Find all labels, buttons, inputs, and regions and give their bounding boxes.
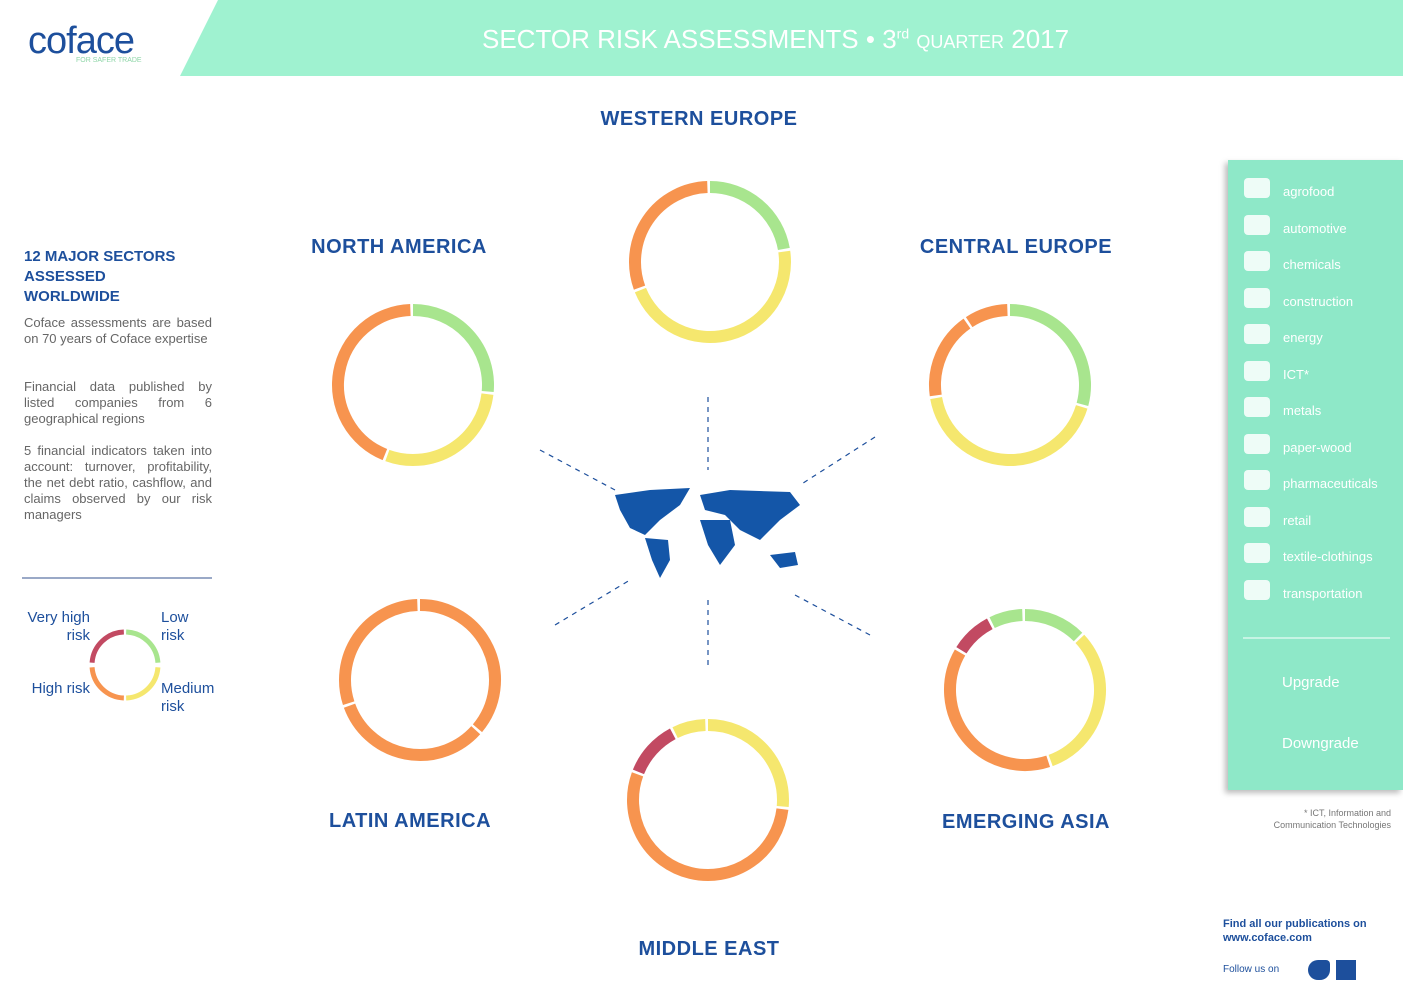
sector-label: chemicals [1283,257,1341,272]
intro-paragraph: Financial data published by listed compa… [24,379,212,426]
publications-text: Find all our publications on [1223,918,1367,930]
twitter-icon[interactable] [1308,960,1330,980]
ring-segment [965,304,1008,328]
sector-label: transportation [1283,585,1363,601]
ring-segment [929,318,971,397]
sector-label: textile-clothings [1283,549,1373,564]
sector-icon [1244,397,1270,417]
sector-icon [1244,251,1270,271]
ring-segment [989,609,1023,629]
logo: coface [28,20,135,62]
ring-segment [125,629,161,663]
sector-icon [1244,360,1270,381]
downgrade-label: Downgrade [1282,735,1359,752]
footnote: * ICT, Information and Communication Tec… [1273,808,1391,830]
title-number: 3 [882,24,897,54]
publications: Find all our publications on www.coface.… [1223,917,1373,945]
sector-label: automotive [1283,220,1347,236]
connectors [539,397,876,670]
intro-paragraph: 5 financial indicators taken into accoun… [24,443,212,522]
tagline: FOR SAFER TRADE [76,57,142,64]
title-year: 2017 [1011,24,1070,54]
sector-icon [1244,324,1270,344]
linkedin-icon[interactable] [1336,960,1356,980]
legend-label: High risk [31,680,90,697]
ring-segment [709,181,790,251]
ring-segment [707,719,789,808]
sector-label: pharmaceuticals [1283,476,1378,491]
sector-icon [1244,287,1270,308]
sector-icon [1244,506,1270,527]
region-name: EMERGING ASIA [942,811,1110,833]
region-name: CENTRAL EUROPE [919,236,1113,258]
sector-icon [1244,470,1270,490]
sector-label: retail [1283,512,1312,528]
ring-segment [1024,609,1083,642]
upgrade-label: Upgrade [1282,674,1340,691]
ring-segment [634,250,791,343]
ring-segment [930,396,1088,466]
ring-segment [627,772,789,881]
sector-label: ICT* [1283,366,1309,382]
title-quarter: QUARTER [916,32,1005,52]
sector-icon [1244,579,1270,600]
sector-label: agrofood [1283,184,1335,199]
ring-segment [412,304,494,393]
title-main: SECTOR RISK ASSESSMENTS • [482,24,875,54]
sector-icon [1244,178,1270,198]
ring-segment [944,649,1051,771]
sector-label: paper-wood [1283,439,1352,455]
legend-label: Medium risk [161,680,215,715]
sector-icon [1244,433,1270,454]
legend-label: Very high risk [27,609,90,644]
sector-icon [1244,214,1270,235]
region-name: WESTERN EUROPE [600,108,798,130]
ring-segment [1009,304,1091,406]
region-name: MIDDLE EAST [638,938,780,960]
legend-label: Low risk [161,609,189,644]
website-link[interactable]: www.coface.com [1223,932,1312,944]
header-band [180,0,1403,76]
sector-icon [1244,543,1270,563]
ring-segment [339,599,418,706]
ring-segment [89,667,125,701]
ring-segment [672,719,706,739]
follow-text: Follow us on [1223,964,1280,975]
title: SECTOR RISK ASSESSMENTS • 3rd QUARTER 20… [482,24,1069,55]
ring-segment [1048,634,1106,767]
ring-segment [632,728,676,775]
intro-heading: 12 MAJOR SECTORS ASSESSED WORLDWIDE [24,248,176,305]
region-name: NORTH AMERICA [311,236,487,258]
intro-paragraph: Coface assessments are based on 70 years… [24,315,212,346]
sector-label: metals [1283,403,1322,418]
ring-segment [89,629,125,663]
ring-segment [332,304,411,461]
sector-label: construction [1283,293,1354,309]
ring-segment [419,599,501,733]
ring-segment [629,181,708,290]
ring-segment [125,667,161,701]
ring-segment [385,393,494,466]
title-sup: rd [896,25,910,42]
sector-label: energy [1283,330,1323,345]
ring-segment [343,703,481,761]
world-map [615,488,800,578]
ring-segment [956,618,993,654]
region-name: LATIN AMERICA [328,810,492,832]
